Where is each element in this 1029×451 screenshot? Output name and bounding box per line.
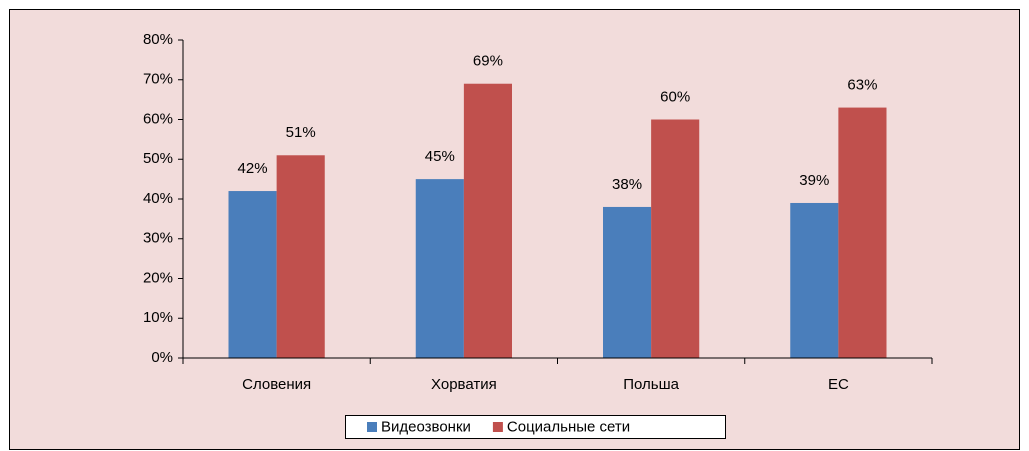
bar	[603, 206, 652, 358]
data-label: 42%	[238, 160, 268, 177]
bar	[838, 107, 887, 358]
legend-box	[345, 415, 726, 439]
legend-swatch	[367, 422, 377, 432]
y-tick-label: 50%	[143, 150, 173, 167]
bar	[415, 179, 464, 358]
data-label: 63%	[847, 77, 877, 94]
bar	[276, 155, 325, 358]
y-tick-label: 40%	[143, 190, 173, 207]
data-label: 69%	[473, 53, 503, 70]
x-tick-label: Хорватия	[431, 376, 497, 393]
y-tick-label: 0%	[151, 349, 173, 366]
y-tick-label: 80%	[143, 31, 173, 48]
x-tick-label: ЕС	[828, 376, 849, 393]
bar	[463, 83, 512, 358]
x-tick-label: Словения	[242, 376, 311, 393]
data-label: 39%	[799, 172, 829, 189]
bar	[228, 191, 277, 358]
y-tick-label: 60%	[143, 110, 173, 127]
bar	[790, 202, 839, 358]
data-label: 60%	[660, 88, 690, 105]
y-tick-label: 10%	[143, 309, 173, 326]
legend-label: Социальные сети	[507, 418, 630, 435]
x-tick-label: Польша	[623, 376, 679, 393]
bar	[651, 119, 700, 358]
data-label: 45%	[425, 148, 455, 165]
data-label: 51%	[286, 124, 316, 141]
data-label: 38%	[612, 176, 642, 193]
y-tick-label: 30%	[143, 230, 173, 247]
legend-label: Видеозвонки	[381, 418, 471, 435]
legend-swatch	[492, 422, 503, 432]
y-tick-label: 20%	[143, 269, 173, 286]
y-tick-label: 70%	[143, 71, 173, 88]
